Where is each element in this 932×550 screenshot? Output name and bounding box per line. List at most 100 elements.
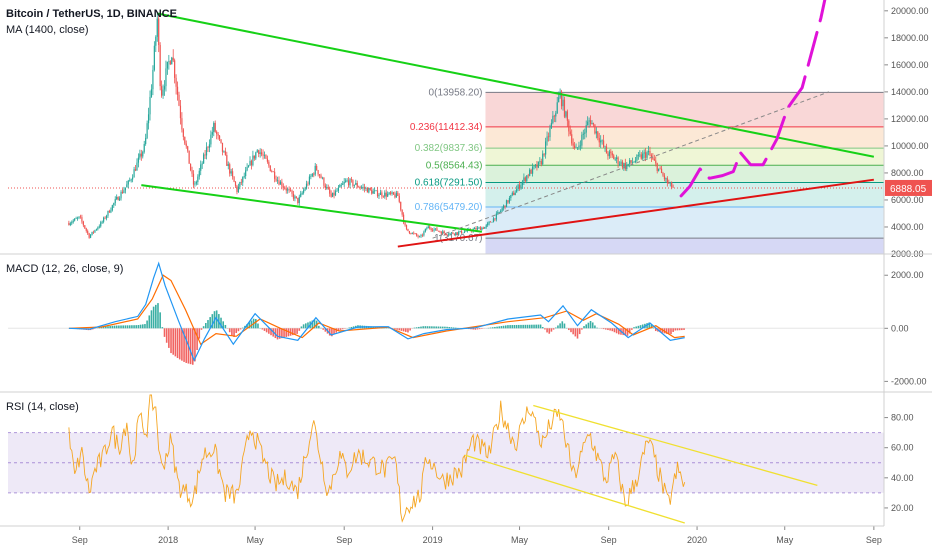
macd-histogram-bar	[570, 328, 572, 333]
candle-body	[301, 192, 303, 194]
channel-lower-line[interactable]	[141, 184, 483, 233]
macd-histogram-bar	[413, 327, 416, 329]
macd-histogram-bar	[157, 303, 159, 329]
macd-histogram-bar	[613, 328, 616, 333]
macd-histogram-bar	[583, 326, 585, 329]
candle-body	[537, 161, 539, 168]
candle-body	[487, 223, 489, 226]
macd-histogram-bar	[98, 327, 101, 329]
candle-body	[105, 215, 108, 219]
macd-pane[interactable]: 2000.00 0.00 -2000.00	[8, 261, 927, 386]
time-axis[interactable]: Sep 2018 May Sep 2019 May Sep 2020 May Sep	[72, 526, 882, 545]
candle-body	[126, 184, 128, 188]
macd-histogram-bar	[491, 327, 494, 329]
macd-histogram-bar	[111, 325, 114, 329]
fib-range-line[interactable]	[432, 91, 830, 239]
candle-body	[639, 154, 641, 156]
macd-histogram-bar	[513, 325, 516, 329]
candle-body	[104, 217, 106, 219]
macd-histogram-bar	[400, 328, 403, 331]
macd-histogram-bar	[163, 328, 166, 337]
candle-body	[252, 155, 254, 166]
macd-histogram-bar	[502, 325, 505, 329]
macd-indicator-label[interactable]: MACD (12, 26, close, 9)	[6, 263, 123, 275]
macd-histogram-bar	[250, 320, 253, 329]
macd-histogram-bar	[589, 320, 592, 329]
candle-body	[184, 136, 186, 144]
candle-body	[408, 231, 411, 234]
candle-body	[653, 158, 655, 161]
macd-histogram-bar	[283, 328, 285, 338]
macd-histogram-bar	[576, 328, 579, 339]
symbol-title[interactable]: Bitcoin / TetherUS, 1D, BINANCE	[6, 8, 177, 20]
price-pane[interactable]: 20000.00 18000.00 16000.00 14000.00 12000.00…	[8, 0, 932, 259]
rsi-pane[interactable]: 80.00 60.00 40.00 20.00	[8, 394, 914, 524]
candle-body	[289, 190, 292, 191]
candle-body	[446, 234, 448, 236]
candle-body	[552, 115, 554, 123]
macd-histogram-bar	[409, 328, 411, 331]
macd-histogram-bar	[639, 325, 642, 329]
macd-histogram-bar	[661, 328, 664, 333]
candle-body	[649, 151, 651, 156]
macd-histogram-bar	[241, 327, 244, 329]
candle-body	[550, 122, 553, 128]
candle-body	[304, 188, 306, 191]
macd-histogram-bar	[550, 328, 553, 332]
macd-histogram-bar	[615, 328, 618, 334]
candle-body	[192, 173, 195, 185]
candle-body	[307, 183, 309, 185]
candle-body	[481, 227, 483, 230]
macd-histogram-bar	[515, 324, 518, 329]
candle-body	[645, 152, 647, 158]
candle-body	[84, 225, 86, 229]
macd-histogram-bar	[268, 328, 270, 334]
candle-body	[531, 166, 534, 174]
candle-body	[618, 163, 621, 165]
candle-body	[103, 217, 105, 222]
candle-body	[566, 111, 568, 121]
candle-body	[87, 230, 89, 234]
candle-body	[191, 170, 193, 174]
candle-body	[337, 187, 340, 191]
candle-body	[479, 227, 482, 230]
rsi-channel-upper-line[interactable]	[533, 404, 818, 486]
candle-body	[582, 133, 584, 135]
macd-histogram-bar	[681, 328, 683, 331]
macd-histogram-bar	[194, 328, 196, 362]
candle-body	[336, 190, 338, 192]
candle-body	[333, 192, 335, 196]
candle-body	[542, 153, 544, 165]
candle-body	[176, 86, 179, 95]
candle-body	[201, 163, 203, 165]
rsi-channel-lower-line[interactable]	[465, 454, 685, 524]
candle-body	[366, 188, 368, 193]
candle-body	[303, 190, 305, 193]
macd-histogram-bar	[170, 328, 172, 354]
macd-histogram-bar	[263, 328, 266, 331]
macd-histogram-bar	[404, 328, 407, 332]
candle-body	[455, 232, 457, 235]
macd-histogram-bar	[137, 325, 140, 329]
candle-body	[527, 175, 529, 177]
ma-indicator-label[interactable]: MA (1400, close)	[6, 24, 89, 36]
fib-level-label: 0.236(11412.34)	[410, 122, 483, 133]
macd-histogram-bar	[450, 327, 453, 329]
macd-histogram-bar	[396, 328, 398, 330]
macd-histogram-bar	[581, 328, 583, 330]
support-trend-line[interactable]	[397, 178, 874, 248]
macd-histogram-bar	[126, 325, 129, 329]
macd-histogram-bar	[531, 324, 533, 329]
candle-body	[310, 176, 312, 177]
price-projection-path[interactable]	[679, 0, 827, 198]
candle-body	[75, 218, 77, 220]
candle-body	[463, 231, 466, 233]
channel-upper-line[interactable]	[157, 12, 875, 158]
macd-histogram-bar	[546, 328, 548, 333]
rsi-indicator-label[interactable]: RSI (14, close)	[6, 401, 79, 413]
macd-histogram-bar	[578, 328, 581, 335]
candle-body	[127, 180, 129, 185]
candle-body	[287, 189, 289, 191]
macd-histogram-bar	[552, 328, 555, 330]
